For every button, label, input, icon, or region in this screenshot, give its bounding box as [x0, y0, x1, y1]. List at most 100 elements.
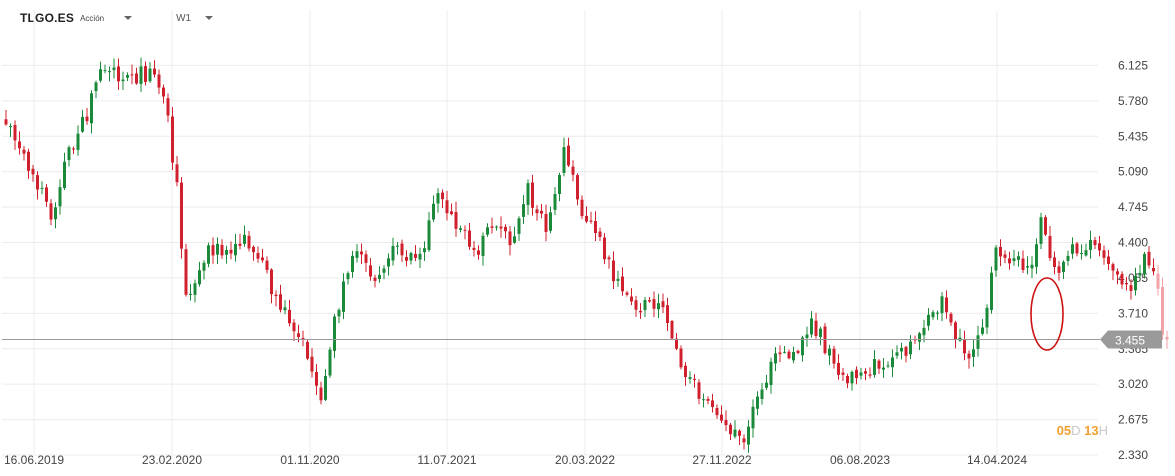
- candle-body: [1165, 336, 1169, 340]
- candle-body: [544, 213, 548, 232]
- y-tick-label: 2.330: [1118, 448, 1148, 462]
- candle-body: [378, 274, 381, 280]
- candle-body: [297, 333, 300, 338]
- candle-body: [846, 376, 849, 384]
- candle-body: [373, 277, 377, 282]
- candle-body: [4, 119, 8, 125]
- candle-body: [900, 347, 903, 352]
- candle-body: [36, 175, 39, 190]
- candle-body: [103, 70, 107, 72]
- candle-body: [1147, 251, 1151, 266]
- candle-body: [693, 378, 696, 380]
- candle-body: [643, 300, 647, 311]
- chart-header: TLGO.ES Acción W1: [20, 8, 214, 28]
- candle-body: [126, 75, 129, 78]
- candle-body: [1152, 267, 1155, 272]
- candle-body: [864, 371, 867, 374]
- candle-body: [463, 229, 467, 231]
- candle-body: [783, 351, 786, 353]
- x-tick-label: 20.03.2022: [555, 453, 615, 467]
- candle-body: [585, 215, 588, 222]
- candle-body: [202, 262, 206, 271]
- candle-body: [292, 322, 296, 332]
- candle-body: [513, 236, 516, 243]
- candle-body: [967, 353, 971, 359]
- candle-body: [711, 400, 714, 407]
- candle-body: [99, 69, 102, 81]
- candle-body: [54, 207, 57, 220]
- candle-body: [1030, 264, 1034, 269]
- timeframe-dropdown-icon[interactable]: [205, 16, 214, 20]
- candle-body: [27, 151, 30, 171]
- current-price-label: 3.455: [1115, 334, 1145, 348]
- candle-body: [1116, 271, 1119, 275]
- candle-body: [274, 294, 278, 297]
- candle-body: [436, 193, 440, 204]
- candle-body: [261, 257, 264, 261]
- candle-body: [328, 349, 332, 376]
- candle-body: [1129, 285, 1133, 291]
- x-tick-label: 23.02.2020: [142, 453, 202, 467]
- y-tick-label: 5.780: [1118, 94, 1148, 108]
- x-tick-label: 27.11.2022: [692, 453, 751, 467]
- candle-body: [715, 407, 719, 416]
- candle-body: [675, 338, 678, 349]
- candle-body: [337, 309, 341, 317]
- candle-body: [778, 352, 782, 355]
- candle-body: [936, 312, 939, 314]
- candle-body: [490, 226, 494, 228]
- candle-body: [234, 243, 237, 256]
- candle-body: [247, 235, 251, 249]
- candle-body: [1021, 258, 1025, 271]
- candle-body: [1008, 258, 1011, 264]
- candle-body: [904, 346, 908, 356]
- candle-body: [238, 243, 242, 246]
- symbol-dropdown-icon[interactable]: [124, 16, 133, 20]
- candle-body: [1111, 264, 1115, 271]
- candle-body: [760, 389, 764, 399]
- candle-body: [220, 244, 224, 256]
- timeframe-label[interactable]: W1: [176, 12, 192, 24]
- candle-body: [310, 356, 314, 372]
- candle-body: [1044, 217, 1047, 235]
- candle-body: [193, 283, 197, 295]
- candle-body: [180, 182, 183, 249]
- candle-body: [342, 281, 345, 312]
- candle-body: [562, 147, 566, 173]
- candle-body: [733, 429, 737, 437]
- candle-body: [288, 309, 291, 324]
- candle-body: [697, 382, 701, 399]
- candle-body: [198, 270, 201, 285]
- candle-body: [945, 297, 948, 313]
- candle-body: [1080, 253, 1083, 255]
- x-tick-label: 14.04.2024: [967, 453, 1027, 467]
- candle-body: [459, 228, 462, 230]
- candle-body: [985, 307, 989, 328]
- candle-body: [954, 322, 957, 340]
- x-tick-label: 11.07.2021: [417, 453, 476, 467]
- candle-body: [927, 314, 930, 326]
- candle-body: [742, 438, 746, 443]
- candle-body: [9, 126, 12, 128]
- candle-body: [445, 200, 449, 214]
- candle-body: [747, 426, 750, 445]
- candle-body: [999, 246, 1002, 257]
- candle-body: [508, 231, 512, 246]
- symbol-label[interactable]: TLGO.ES: [20, 11, 75, 25]
- y-tick-label: 5.090: [1118, 165, 1148, 179]
- candle-body: [112, 67, 116, 71]
- candle-body: [216, 243, 219, 255]
- candle-body: [207, 245, 210, 264]
- candle-body: [184, 249, 188, 295]
- candle-body: [1062, 261, 1065, 273]
- candle-body: [828, 348, 831, 356]
- candle-body: [162, 87, 165, 97]
- candle-body: [351, 255, 354, 273]
- candle-body: [670, 320, 674, 339]
- candle-body: [607, 257, 611, 260]
- candle-body: [72, 148, 75, 150]
- candle-body: [531, 182, 534, 208]
- candle-body: [1012, 258, 1016, 261]
- candle-body: [139, 66, 143, 84]
